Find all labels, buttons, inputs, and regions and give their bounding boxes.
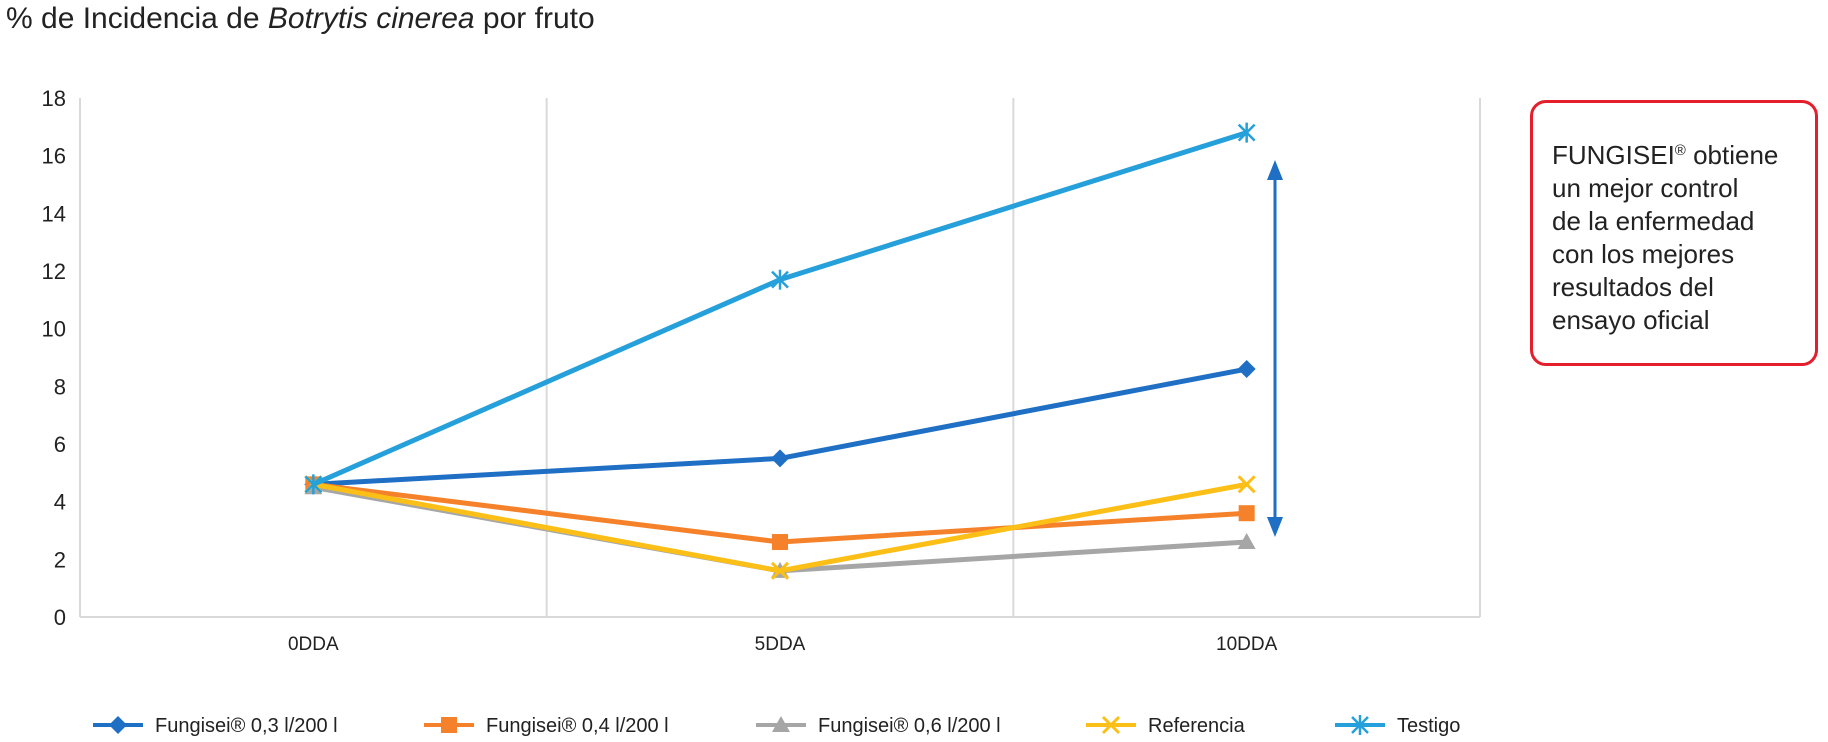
y-tick-label: 8 [54,374,66,399]
legend-marker [772,716,790,732]
difference-arrow [1267,160,1283,537]
y-tick-label: 2 [54,547,66,572]
data-point [771,449,789,468]
y-tick-label: 6 [54,432,66,457]
registered-mark: ® [1674,142,1686,159]
arrow-head-up [1267,160,1283,180]
data-point [771,269,789,290]
callout-brand: FUNGISEI [1552,140,1675,170]
series-line [312,481,1248,574]
callout-line: un mejor control [1552,173,1739,203]
legend-marker [1101,715,1121,735]
y-tick-label: 18 [42,86,66,111]
data-point [1238,505,1255,522]
data-point [1237,533,1256,550]
data-point [770,561,790,580]
x-tick-label: 10DDA [1216,634,1278,655]
data-point [1237,122,1256,143]
callout-line: resultados del [1552,272,1714,302]
legend-marker [109,716,127,734]
data-point [1237,360,1256,379]
series [304,122,1256,495]
data-point [304,474,323,495]
title-species: Botrytis cinerea [267,2,475,35]
arrow-head-down [1267,517,1283,537]
series-line [312,130,1248,487]
data-point [772,534,788,551]
legend-item: Fungisei® 0,3 l/200 l [93,715,338,737]
y-tick-label: 12 [42,259,66,284]
legend-item: Referencia [1086,715,1246,737]
y-tick-label: 14 [42,201,66,226]
callout-line: con los mejores [1552,239,1735,269]
legend-marker [1351,715,1369,735]
legend-label: Fungisei® 0,4 l/200 l [486,715,669,737]
legend-item: Testigo [1335,715,1460,737]
legend-item: Fungisei® 0,6 l/200 l [756,715,1001,737]
legend-marker [441,717,457,733]
legend-label: Referencia [1148,715,1246,737]
data-point [1237,475,1256,494]
legend-label: Fungisei® 0,3 l/200 l [155,715,338,737]
legend-label: Fungisei® 0,6 l/200 l [818,715,1001,737]
series-lines [304,122,1256,580]
legend: Fungisei® 0,3 l/200 l Fungisei® 0,4 l/200… [93,715,1460,737]
x-tick-label: 5DDA [755,634,806,655]
series [304,478,1256,578]
axes: 0 2 4 6 8 10 12 14 16 18 0DDA 5DDA 10DDA [42,86,1480,655]
callout-text: obtiene un mejor control de la enfermedad c… [1552,140,1778,335]
x-tick-label: 0DDA [288,634,339,655]
callout-box: FUNGISEI® obtiene un mejor control de la e… [1530,100,1818,366]
callout-line: ensayo oficial [1552,305,1710,335]
chart-title: % de Incidencia de Botrytis cinerea por … [6,2,595,36]
legend-item: Fungisei® 0,4 l/200 l [424,715,669,737]
y-tick-label: 0 [54,605,66,630]
title-suffix: por fruto [474,2,595,35]
y-tick-label: 4 [54,490,66,515]
gridlines [79,98,1481,617]
legend-label: Testigo [1397,715,1460,737]
callout-line: de la enfermedad [1552,206,1755,236]
y-tick-label: 16 [42,144,66,169]
title-prefix: % de Incidencia de [6,2,268,35]
callout-line: obtiene [1693,140,1779,170]
y-tick-label: 10 [42,317,66,342]
